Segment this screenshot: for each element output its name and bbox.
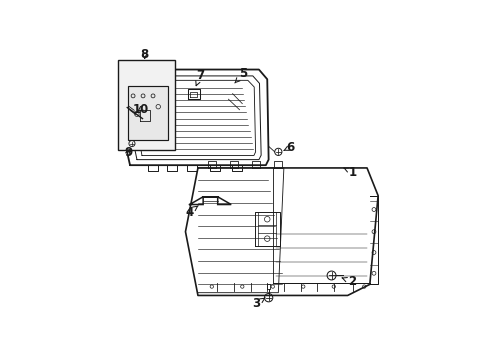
Text: 3: 3 <box>252 297 265 310</box>
Text: 6: 6 <box>283 141 294 154</box>
Text: 1: 1 <box>343 166 357 179</box>
Text: 4: 4 <box>184 206 198 219</box>
Text: 9: 9 <box>124 146 132 159</box>
Text: 5: 5 <box>234 67 247 83</box>
Bar <box>128 86 168 140</box>
Text: 8: 8 <box>141 48 148 61</box>
Text: 2: 2 <box>342 275 355 288</box>
Text: 10: 10 <box>132 103 148 116</box>
Text: 7: 7 <box>195 69 204 86</box>
Bar <box>118 60 175 150</box>
